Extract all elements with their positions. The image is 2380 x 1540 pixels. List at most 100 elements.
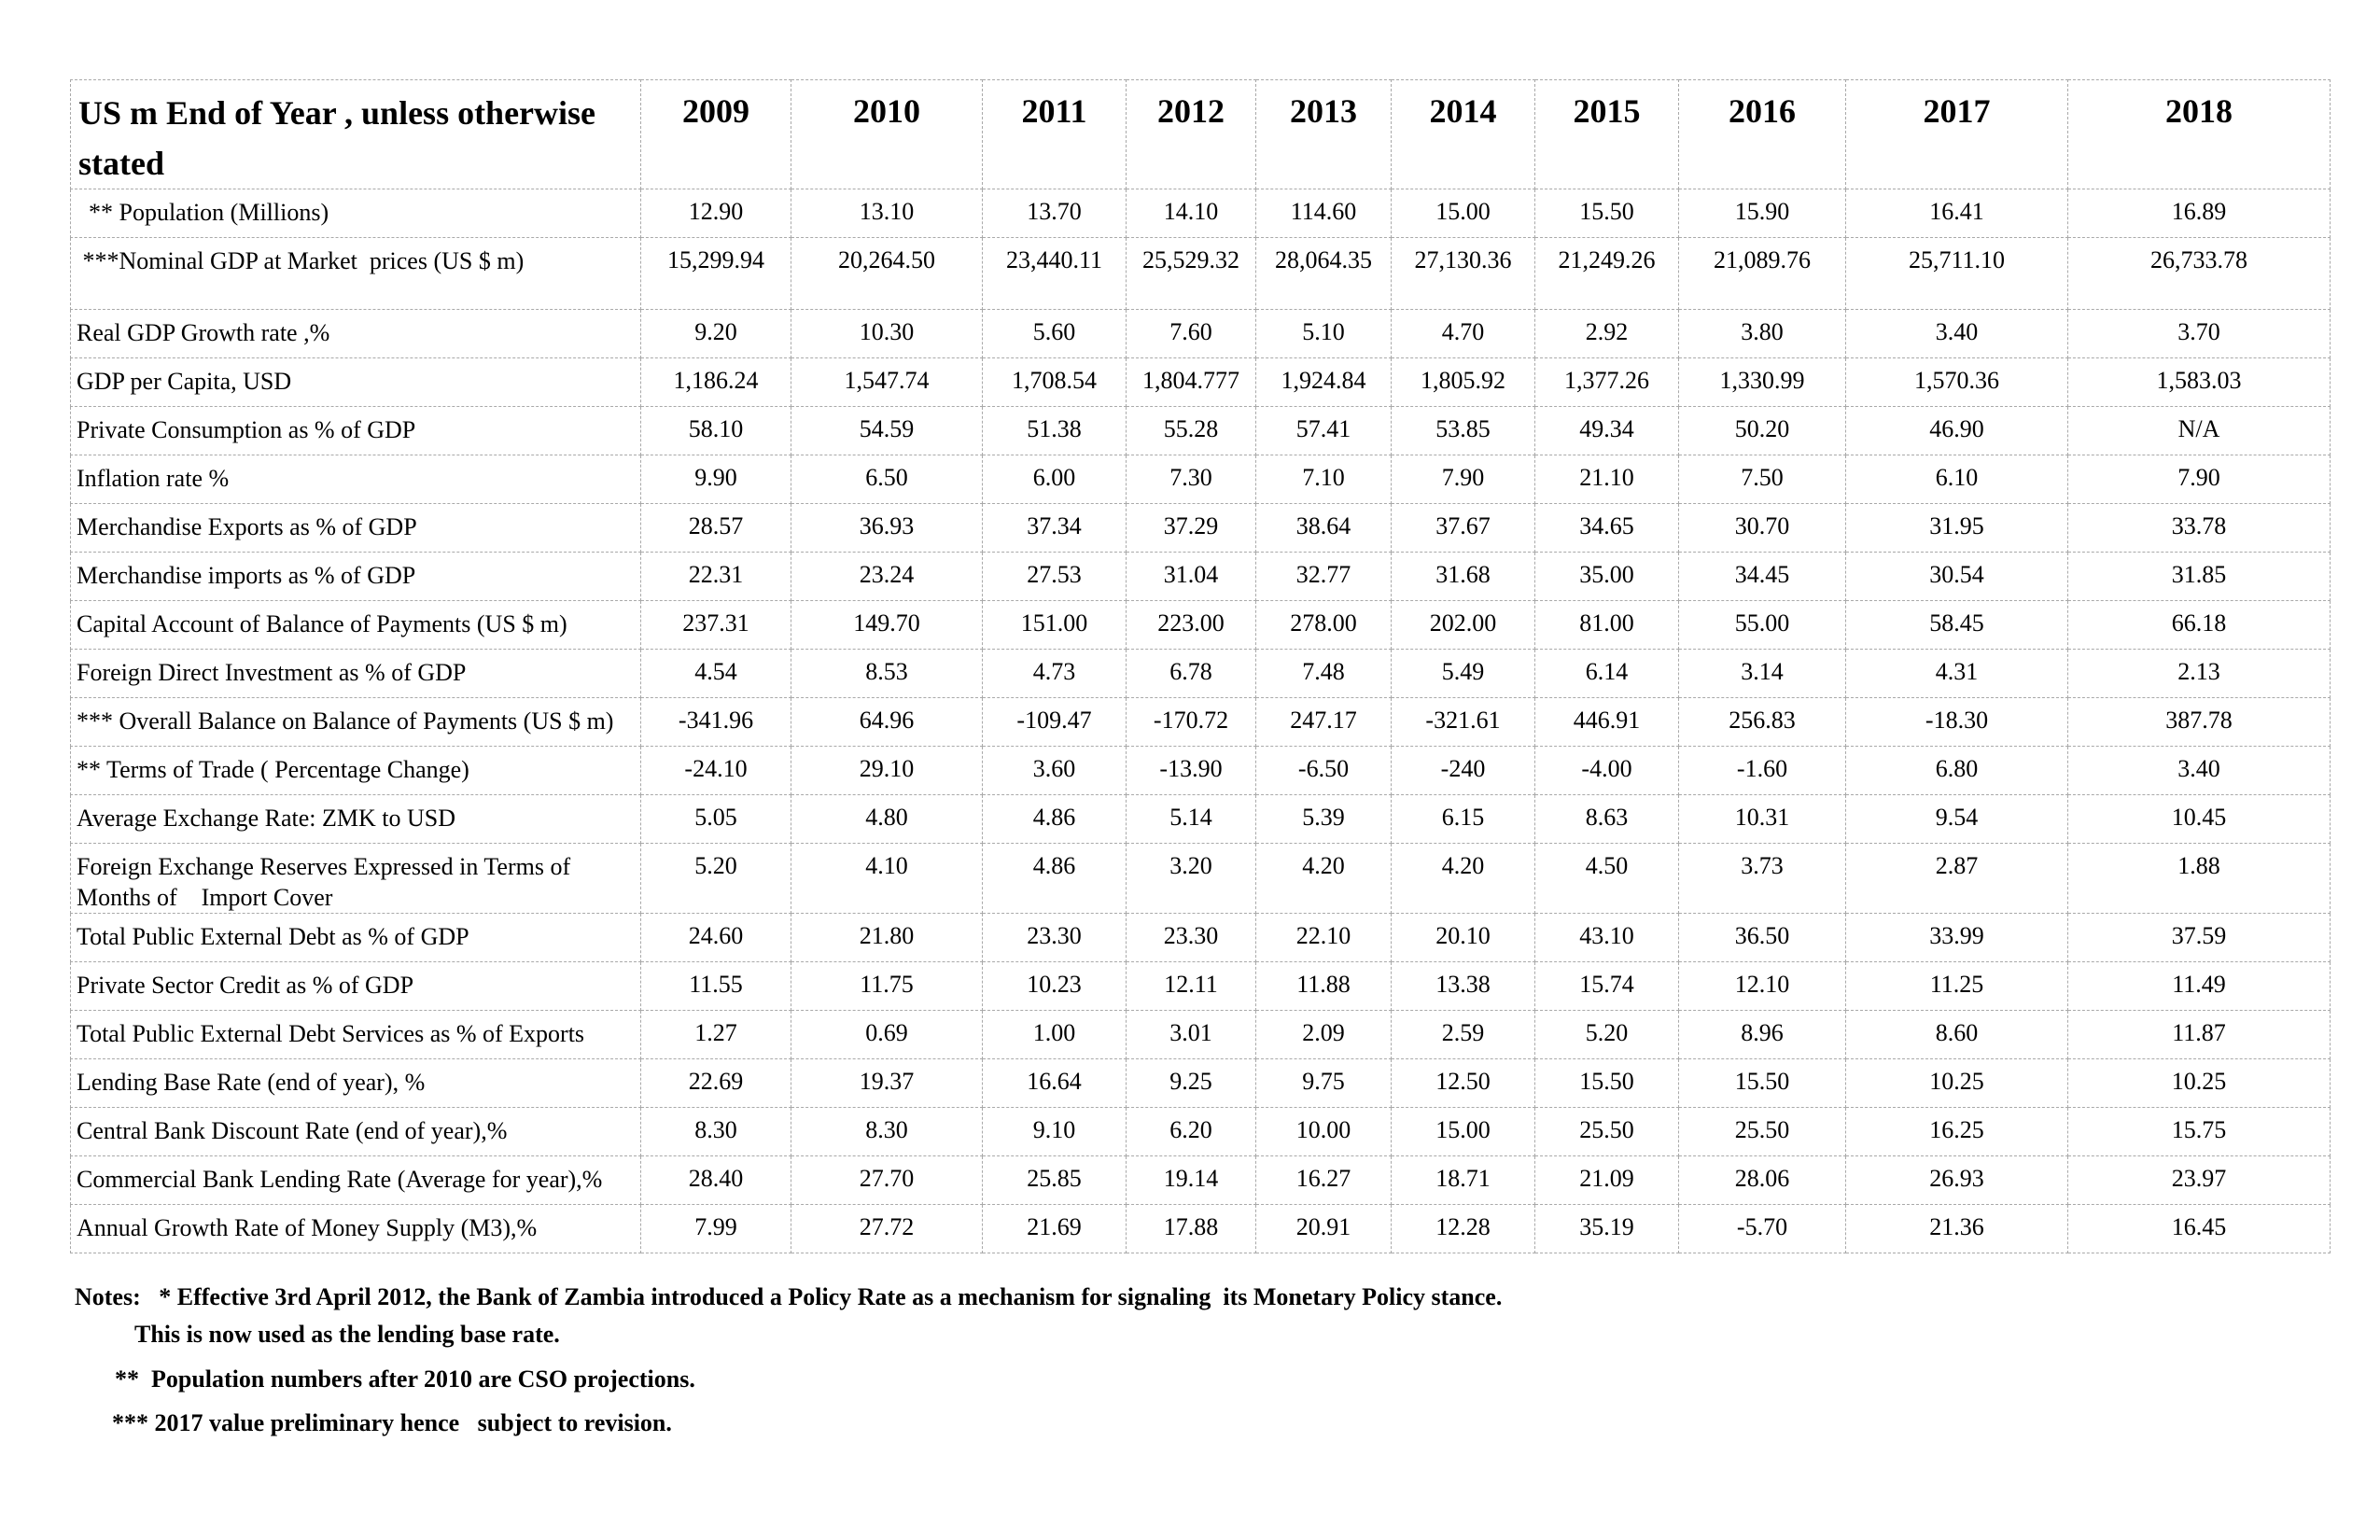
table-row: Central Bank Discount Rate (end of year)… — [70, 1107, 2331, 1156]
cell-value: 37.67 — [1391, 503, 1535, 553]
cell-value: 237.31 — [640, 600, 791, 650]
cell-value: 7.90 — [2067, 455, 2331, 504]
cell-value: 13.38 — [1391, 961, 1535, 1011]
cell-value: 23.97 — [2067, 1155, 2331, 1205]
year-header: 2013 — [1255, 79, 1392, 189]
cell-value: 6.14 — [1534, 649, 1679, 698]
cell-value: 114.60 — [1255, 189, 1392, 238]
cell-value: 2.13 — [2067, 649, 2331, 698]
cell-value: 1,708.54 — [982, 357, 1127, 407]
cell-value: 23,440.11 — [982, 237, 1127, 310]
cell-value: 21.36 — [1845, 1204, 2068, 1253]
cell-value: 278.00 — [1255, 600, 1392, 650]
cell-value: 38.64 — [1255, 503, 1392, 553]
cell-value: 2.09 — [1255, 1010, 1392, 1059]
cell-value: -24.10 — [640, 746, 791, 795]
row-label: Merchandise Exports as % of GDP — [70, 503, 641, 553]
cell-value: 3.73 — [1678, 843, 1846, 914]
cell-value: 1,330.99 — [1678, 357, 1846, 407]
note-population-projection: ** Population numbers after 2010 are CSO… — [115, 1365, 695, 1393]
cell-value: 387.78 — [2067, 697, 2331, 747]
table-row: GDP per Capita, USD 1,186.24 1,547.74 1,708… — [70, 357, 2331, 407]
cell-value: 23.30 — [1126, 913, 1256, 962]
cell-value: 28.06 — [1678, 1155, 1846, 1205]
cell-value: 9.20 — [640, 309, 791, 358]
cell-value: 1,924.84 — [1255, 357, 1392, 407]
cell-value: -4.00 — [1534, 746, 1679, 795]
table-row: *** Overall Balance on Balance of Paymen… — [70, 697, 2331, 747]
cell-value: 12.28 — [1391, 1204, 1535, 1253]
cell-value: 10.31 — [1678, 794, 1846, 844]
cell-value: 6.10 — [1845, 455, 2068, 504]
cell-value: 2.87 — [1845, 843, 2068, 914]
cell-value: 8.30 — [640, 1107, 791, 1156]
economic-indicators-table: US m End of Year , unless otherwise stat… — [70, 79, 2331, 1253]
cell-value: 35.19 — [1534, 1204, 1679, 1253]
cell-value: 21.10 — [1534, 455, 1679, 504]
cell-value: 81.00 — [1534, 600, 1679, 650]
cell-value: 31.68 — [1391, 552, 1535, 601]
cell-value: 27.53 — [982, 552, 1127, 601]
cell-value: 8.30 — [791, 1107, 983, 1156]
cell-value: 15.74 — [1534, 961, 1679, 1011]
row-label: Total Public External Debt Services as %… — [70, 1010, 641, 1059]
cell-value: 12.90 — [640, 189, 791, 238]
year-header: 2010 — [791, 79, 983, 189]
cell-value: 6.78 — [1126, 649, 1256, 698]
cell-value: 149.70 — [791, 600, 983, 650]
cell-value: 3.40 — [2067, 746, 2331, 795]
cell-value: 7.50 — [1678, 455, 1846, 504]
cell-value: 2.59 — [1391, 1010, 1535, 1059]
cell-value: 6.00 — [982, 455, 1127, 504]
cell-value: 15.50 — [1534, 189, 1679, 238]
cell-value: 7.90 — [1391, 455, 1535, 504]
cell-value: -5.70 — [1678, 1204, 1846, 1253]
cell-value: 6.15 — [1391, 794, 1535, 844]
cell-value: 10.23 — [982, 961, 1127, 1011]
table-row: ** Population (Millions) 12.90 13.10 13.70 1… — [70, 189, 2331, 238]
table-row: ***Nominal GDP at Market prices (US $ m)… — [70, 237, 2331, 310]
cell-value: 4.70 — [1391, 309, 1535, 358]
cell-value: 4.50 — [1534, 843, 1679, 914]
cell-value: 5.39 — [1255, 794, 1392, 844]
cell-value: 58.45 — [1845, 600, 2068, 650]
row-label: *** Overall Balance on Balance of Paymen… — [70, 697, 641, 747]
cell-value: 5.10 — [1255, 309, 1392, 358]
cell-value: 3.60 — [982, 746, 1127, 795]
cell-value: 51.38 — [982, 406, 1127, 455]
cell-value: 22.10 — [1255, 913, 1392, 962]
table-row: Merchandise Exports as % of GDP 28.57 36.9… — [70, 503, 2331, 553]
cell-value: 9.54 — [1845, 794, 2068, 844]
cell-value: 21,249.26 — [1534, 237, 1679, 310]
cell-value: 49.34 — [1534, 406, 1679, 455]
table-row: Lending Base Rate (end of year), % 22.69 1… — [70, 1058, 2331, 1108]
row-label: Inflation rate % — [70, 455, 641, 504]
row-label: GDP per Capita, USD — [70, 357, 641, 407]
cell-value: 36.93 — [791, 503, 983, 553]
year-header: 2016 — [1678, 79, 1846, 189]
cell-value: 9.75 — [1255, 1058, 1392, 1108]
cell-value: 247.17 — [1255, 697, 1392, 747]
cell-value: 37.59 — [2067, 913, 2331, 962]
cell-value: 11.88 — [1255, 961, 1392, 1011]
cell-value: 27.72 — [791, 1204, 983, 1253]
cell-value: 12.50 — [1391, 1058, 1535, 1108]
cell-value: 2.92 — [1534, 309, 1679, 358]
cell-value: 34.45 — [1678, 552, 1846, 601]
cell-value: -18.30 — [1845, 697, 2068, 747]
cell-value: 15.00 — [1391, 1107, 1535, 1156]
cell-value: 8.60 — [1845, 1010, 2068, 1059]
cell-value: 0.69 — [791, 1010, 983, 1059]
cell-value: 22.31 — [640, 552, 791, 601]
table-row: Capital Account of Balance of Payments (… — [70, 600, 2331, 650]
cell-value: 11.49 — [2067, 961, 2331, 1011]
cell-value: -1.60 — [1678, 746, 1846, 795]
table-body: ** Population (Millions) 12.90 13.10 13.70 1… — [70, 189, 2331, 1253]
table-row: Foreign Exchange Reserves Expressed in T… — [70, 843, 2331, 914]
cell-value: 3.80 — [1678, 309, 1846, 358]
cell-value: 33.99 — [1845, 913, 2068, 962]
table-row: ** Terms of Trade ( Percentage Change) -2… — [70, 746, 2331, 795]
cell-value: 50.20 — [1678, 406, 1846, 455]
cell-value: 27.70 — [791, 1155, 983, 1205]
